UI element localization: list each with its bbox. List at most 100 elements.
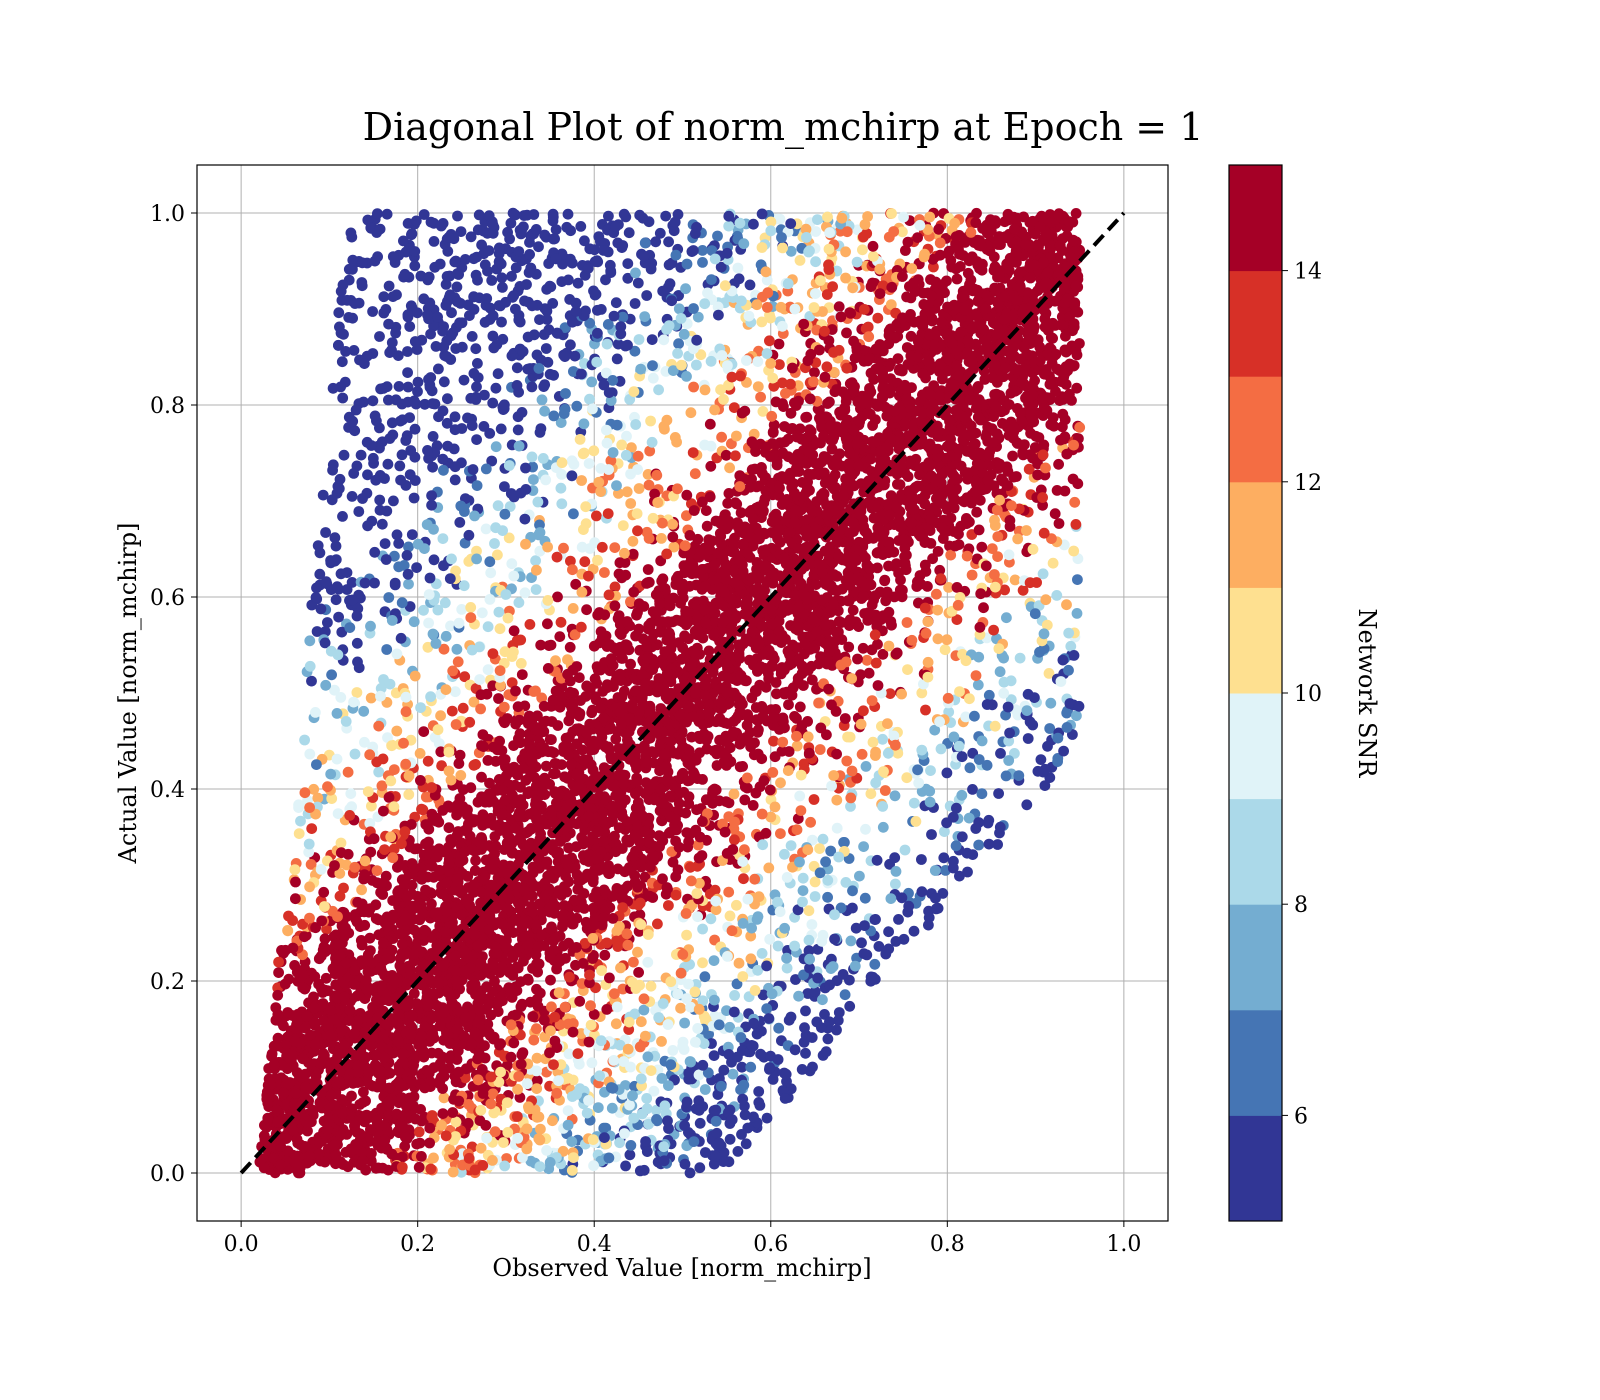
scatter-point (376, 518, 388, 530)
scatter-point (571, 400, 583, 412)
scatter-point (857, 642, 869, 654)
scatter-point (468, 368, 480, 379)
scatter-point (670, 889, 682, 901)
scatter-point (747, 800, 759, 811)
scatter-point (318, 941, 330, 953)
scatter-point (540, 343, 552, 354)
scatter-point (415, 1104, 426, 1115)
scatter-point (687, 447, 699, 458)
scatter-point (956, 751, 968, 763)
scatter-point (895, 574, 906, 586)
scatter-point (797, 872, 809, 884)
scatter-point (648, 1085, 660, 1097)
scatter-point (794, 701, 806, 713)
scatter-point (494, 623, 506, 635)
scatter-point (596, 965, 607, 976)
scatter-point (338, 449, 350, 461)
scatter-point (540, 474, 552, 486)
scatter-point (409, 475, 421, 486)
scatter-point (562, 1105, 574, 1116)
scatter-point (570, 578, 582, 590)
scatter-point (916, 886, 928, 898)
scatter-point (423, 589, 435, 600)
scatter-point (705, 355, 717, 367)
scatter-point (750, 702, 762, 713)
scatter-point (521, 1078, 533, 1090)
scatter-point (632, 946, 643, 958)
scatter-point (276, 945, 287, 956)
scatter-point (866, 695, 878, 706)
scatter-point (673, 303, 685, 315)
scatter-point (877, 733, 888, 745)
scatter-point (572, 277, 584, 289)
scatter-point (456, 604, 468, 615)
scatter-point (922, 656, 934, 668)
scatter-point (382, 732, 393, 743)
scatter-point (384, 678, 396, 690)
scatter-point (634, 1041, 646, 1053)
scatter-point (470, 855, 481, 866)
scatter-point (926, 829, 937, 840)
scatter-point (764, 335, 775, 347)
scatter-point (411, 344, 423, 355)
scatter-point (738, 873, 749, 885)
scatter-point (989, 520, 1001, 531)
scatter-point (293, 828, 305, 839)
scatter-point (1024, 577, 1036, 589)
scatter-point (994, 827, 1005, 839)
scatter-point (350, 404, 362, 416)
scatter-point (348, 468, 360, 479)
scatter-point (723, 886, 735, 898)
scatter-point (672, 864, 684, 876)
scatter-point (536, 692, 548, 704)
scatter-point (451, 643, 463, 655)
scatter-point (490, 903, 502, 914)
scatter-point (415, 702, 426, 713)
scatter-point (505, 217, 517, 229)
scatter-point (664, 600, 676, 612)
scatter-point (908, 797, 920, 809)
scatter-point (709, 934, 720, 946)
scatter-point (378, 291, 390, 303)
scatter-point (841, 362, 853, 374)
scatter-point (428, 1152, 439, 1164)
scatter-point (967, 784, 978, 795)
scatter-point (673, 338, 684, 350)
scatter-point (442, 245, 454, 257)
scatter-point (675, 313, 687, 324)
scatter-point (391, 648, 403, 660)
scatter-point (880, 948, 892, 960)
scatter-point (889, 852, 901, 864)
scatter-point (873, 941, 885, 952)
scatter-point (914, 570, 926, 581)
scatter-point (320, 527, 331, 538)
scatter-point (349, 425, 361, 437)
scatter-point (681, 371, 692, 382)
scatter-point (694, 1117, 706, 1129)
scatter-point (775, 777, 786, 789)
scatter-point (371, 415, 382, 427)
scatter-point (833, 301, 845, 313)
scatter-point (347, 254, 359, 266)
scatter-point (575, 621, 587, 633)
scatter-point (624, 1149, 636, 1161)
scatter-point (663, 627, 675, 639)
scatter-point (475, 703, 486, 715)
scatter-point (287, 915, 298, 926)
scatter-point (794, 255, 806, 266)
scatter-point (584, 393, 595, 405)
scatter-point (380, 304, 392, 315)
scatter-point (954, 870, 965, 882)
scatter-point (646, 334, 658, 345)
scatter-point (513, 634, 525, 646)
scatter-point (916, 687, 928, 699)
scatter-point (369, 577, 380, 589)
scatter-point (772, 896, 783, 908)
scatter-point (346, 491, 358, 502)
scatter-point (490, 441, 502, 453)
scatter-point (322, 617, 333, 628)
scatter-point (902, 236, 914, 248)
scatter-point (1055, 676, 1067, 687)
scatter-point (404, 321, 416, 332)
scatter-point (496, 272, 508, 284)
